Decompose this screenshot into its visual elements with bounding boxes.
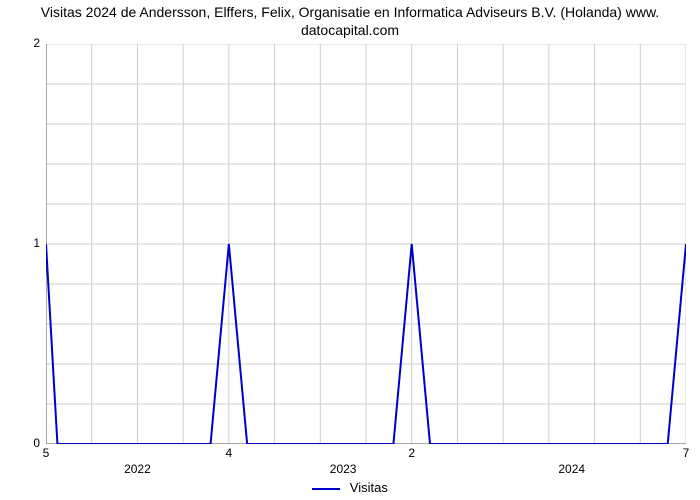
x-tick-secondary: 5 <box>43 446 50 460</box>
y-tick-label: 0 <box>10 436 40 450</box>
legend-swatch <box>312 488 340 490</box>
x-tick-year: 2023 <box>330 462 357 476</box>
legend-label: Visitas <box>350 480 388 495</box>
y-tick-label: 2 <box>10 36 40 50</box>
chart-title-line1: Visitas 2024 de Andersson, Elffers, Feli… <box>41 4 659 20</box>
y-tick-label: 1 <box>10 236 40 250</box>
plot-area <box>46 44 686 444</box>
legend: Visitas <box>0 480 700 495</box>
x-tick-secondary: 4 <box>226 446 233 460</box>
x-tick-year: 2024 <box>558 462 585 476</box>
chart-title-line2: datocapital.com <box>301 22 399 38</box>
x-tick-secondary: 2 <box>408 446 415 460</box>
x-tick-secondary: 7 <box>683 446 690 460</box>
chart-title: Visitas 2024 de Andersson, Elffers, Feli… <box>0 4 700 39</box>
x-tick-year: 2022 <box>124 462 151 476</box>
chart-container: Visitas 2024 de Andersson, Elffers, Feli… <box>0 0 700 500</box>
plot-svg <box>46 44 686 444</box>
